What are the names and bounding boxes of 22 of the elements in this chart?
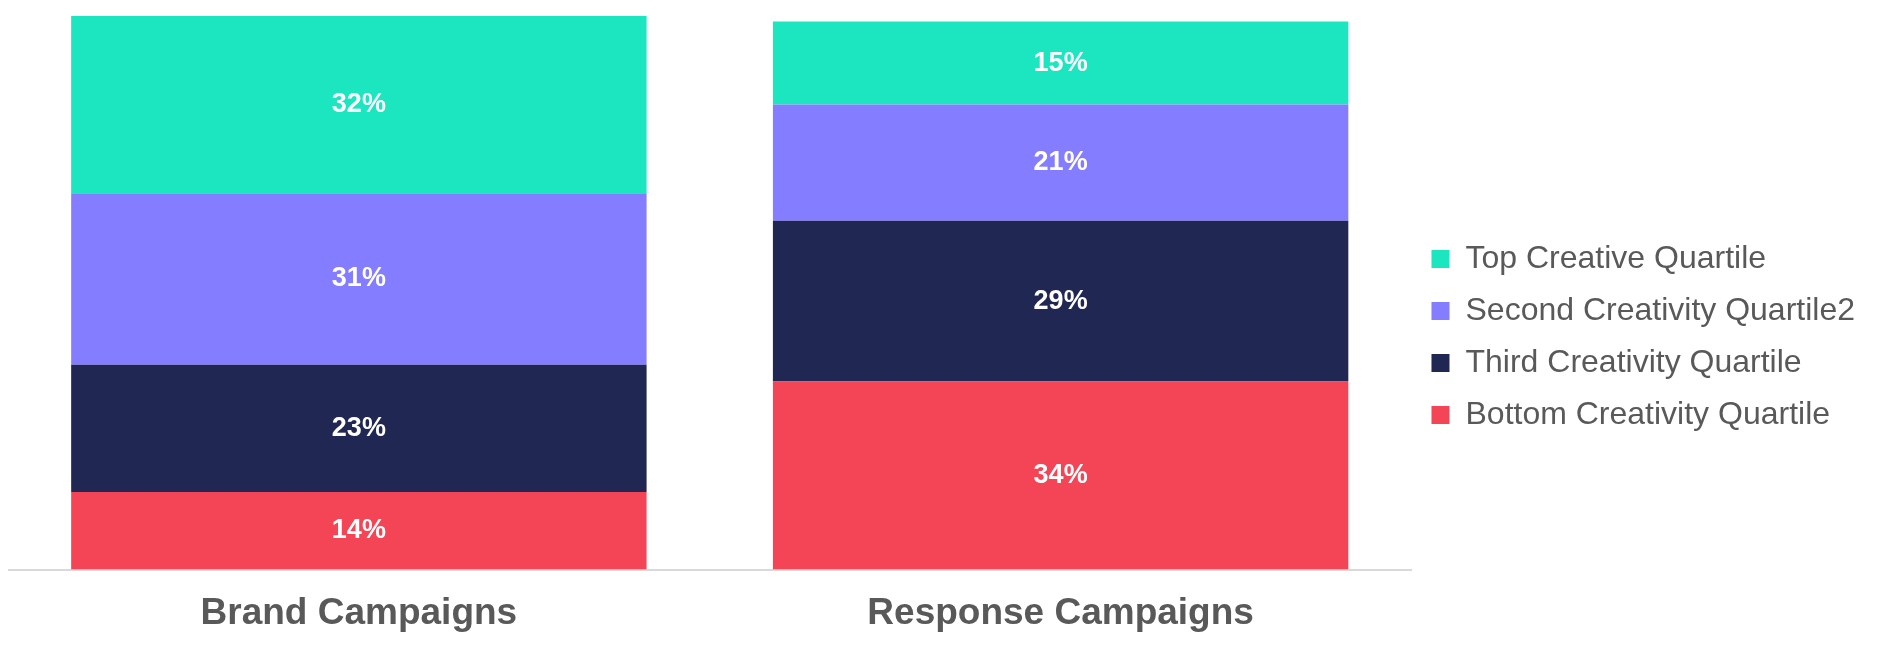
bar: [772, 21, 1349, 105]
data-label: 32%: [331, 88, 386, 119]
data-label: 34%: [1033, 458, 1088, 489]
x-tick-label: Brand Campaigns: [200, 591, 518, 632]
data-label: 31%: [331, 262, 386, 293]
bar: [71, 364, 647, 493]
data-label: 21%: [1033, 146, 1088, 177]
bar: [71, 193, 647, 365]
bar: [772, 381, 1349, 570]
legend-label: Top Creative Quartile: [1465, 238, 1767, 275]
bar: [772, 220, 1349, 382]
x-tick-label: Response Campaigns: [867, 591, 1254, 632]
legend-label: Second Creativity Quartile2: [1465, 290, 1855, 327]
data-label: 23%: [331, 411, 386, 442]
data-label: 29%: [1033, 284, 1088, 315]
legend-label: Bottom Creativity Quartile: [1465, 394, 1831, 431]
bar: [71, 16, 647, 194]
bar: [71, 492, 647, 570]
bar: [772, 104, 1349, 221]
data-label: 14%: [331, 514, 386, 545]
legend-label: Third Creativity Quartile: [1465, 342, 1802, 379]
data-label: 15%: [1033, 46, 1088, 77]
